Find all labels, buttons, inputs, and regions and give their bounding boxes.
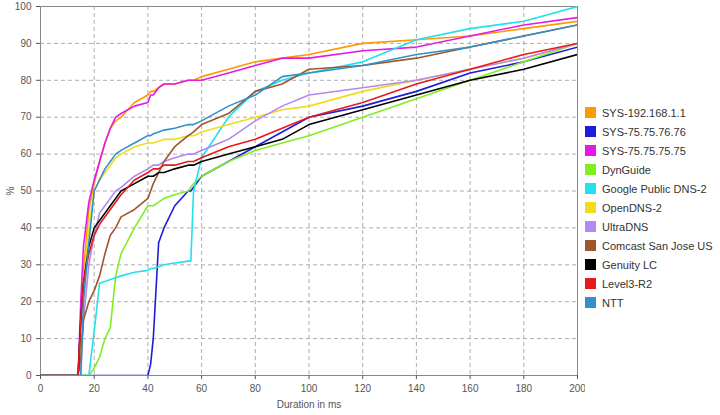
svg-text:180: 180 [515,383,532,394]
svg-text:60: 60 [196,383,208,394]
svg-text:80: 80 [250,383,262,394]
svg-text:100: 100 [15,1,32,12]
svg-text:20: 20 [89,383,101,394]
svg-text:%: % [5,186,16,195]
svg-text:120: 120 [354,383,371,394]
svg-text:10: 10 [20,333,32,344]
html-text:SYS-75.75.75.75: SYS-75.75.75.75 [602,144,686,157]
html-text:SYS-75.75.76.76: SYS-75.75.76.76 [602,125,686,138]
html-text:UltraDNS: UltraDNS [602,220,649,233]
svg-text:80: 80 [20,75,32,86]
svg-text:40: 40 [20,222,32,233]
svg-text:0: 0 [38,383,44,394]
svg-text:60: 60 [20,148,32,159]
svg-text:160: 160 [462,383,479,394]
svg-text:30: 30 [20,259,32,270]
svg-text:0: 0 [26,370,32,381]
html-text:SYS-192.168.1.1: SYS-192.168.1.1 [602,106,686,119]
svg-text:Duration in ms: Duration in ms [277,399,341,410]
html-text:Comcast San Jose US: Comcast San Jose US [602,239,713,252]
html-text:NTT: NTT [602,296,624,309]
svg-text:40: 40 [142,383,154,394]
svg-text:50: 50 [20,185,32,196]
svg-text:70: 70 [20,111,32,122]
html-text:OpenDNS-2: OpenDNS-2 [602,201,662,214]
svg-text:200: 200 [569,383,585,394]
svg-text:90: 90 [20,38,32,49]
html-text:Genuity LC: Genuity LC [602,258,657,271]
html-text:DynGuide: DynGuide [602,163,651,176]
svg-text:140: 140 [408,383,425,394]
svg-text:100: 100 [301,383,318,394]
svg-text:20: 20 [20,296,32,307]
html-text:Level3-R2: Level3-R2 [602,277,653,290]
html-text:Google Public DNS-2: Google Public DNS-2 [602,182,707,195]
